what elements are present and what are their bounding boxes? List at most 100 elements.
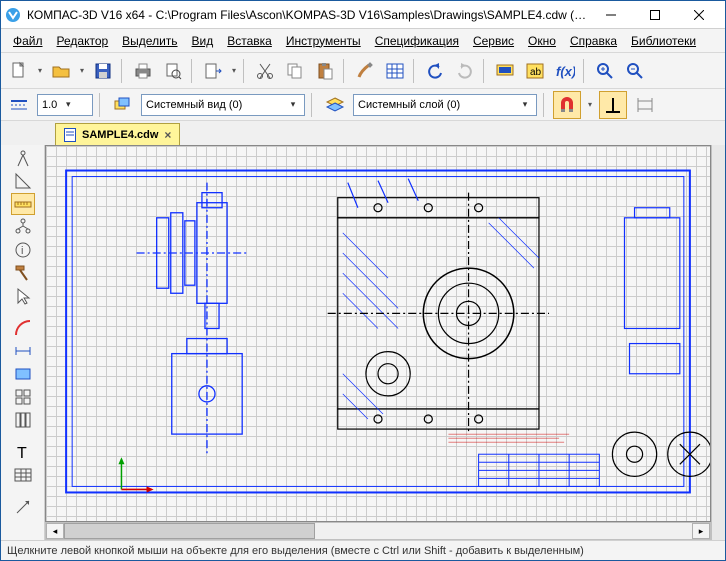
menu-insert[interactable]: Вставка <box>221 32 278 50</box>
tab-close-button[interactable]: × <box>164 128 171 142</box>
close-button[interactable] <box>677 1 721 29</box>
undo-button[interactable] <box>421 57 449 85</box>
app-icon <box>5 7 21 23</box>
tool-dimensions[interactable] <box>11 170 35 192</box>
maximize-icon <box>650 10 660 20</box>
tool-edit[interactable] <box>11 216 35 238</box>
cut-icon <box>255 61 275 81</box>
table-button[interactable] <box>381 57 409 85</box>
menu-file[interactable]: Файл <box>7 32 49 50</box>
zoom-in-button[interactable] <box>591 57 619 85</box>
tool-more[interactable] <box>11 496 35 518</box>
scroll-track[interactable] <box>64 523 692 539</box>
formula-icon: ab <box>525 61 545 81</box>
save-button[interactable] <box>89 57 117 85</box>
tool-annotations[interactable] <box>11 193 35 215</box>
menu-tools[interactable]: Инструменты <box>280 32 367 50</box>
right-scrollbar-area[interactable] <box>711 145 725 540</box>
brush-icon <box>355 61 375 81</box>
view-combo[interactable]: Системный вид (0)▾ <box>141 94 305 116</box>
menu-service[interactable]: Сервис <box>467 32 520 50</box>
triangle-ruler-icon <box>13 171 33 191</box>
tool-report[interactable] <box>11 409 35 431</box>
maximize-button[interactable] <box>633 1 677 29</box>
linewidth-combo[interactable]: 1.0▾ <box>37 94 93 116</box>
layer-manager-button[interactable] <box>321 91 349 119</box>
zoom-out-button[interactable] <box>621 57 649 85</box>
properties-dropdown[interactable]: ▾ <box>229 57 239 85</box>
window-title: КОМПАС-3D V16 x64 - C:\Program Files\Asc… <box>27 8 589 22</box>
tool-spec[interactable] <box>11 386 35 408</box>
toolbar-separator <box>413 59 417 83</box>
tool-text[interactable]: T <box>11 441 35 463</box>
layer-combo[interactable]: Системный слой (0)▾ <box>353 94 537 116</box>
minimize-button[interactable] <box>589 1 633 29</box>
cut-button[interactable] <box>251 57 279 85</box>
menu-editor[interactable]: Редактор <box>51 32 115 50</box>
scroll-right-button[interactable]: ▸ <box>692 523 710 539</box>
arc-icon <box>13 318 33 338</box>
paste-button[interactable] <box>311 57 339 85</box>
left-toolbox: i T <box>1 145 45 540</box>
view-manager-button[interactable] <box>109 91 137 119</box>
drawing-canvas[interactable] <box>45 145 711 522</box>
copy-button[interactable] <box>281 57 309 85</box>
grid-icon <box>13 387 33 407</box>
undo-icon <box>425 61 445 81</box>
snap-magnet-button[interactable] <box>553 91 581 119</box>
menu-window[interactable]: Окно <box>522 32 562 50</box>
menu-libraries[interactable]: Библиотеки <box>625 32 702 50</box>
snap-dropdown[interactable]: ▾ <box>585 91 595 119</box>
toolbar-separator <box>99 93 103 117</box>
menu-view[interactable]: Вид <box>186 32 220 50</box>
zoom-in-icon <box>595 61 615 81</box>
library-button[interactable] <box>491 57 519 85</box>
new-dropdown[interactable]: ▾ <box>35 57 45 85</box>
tool-measure[interactable] <box>11 262 35 284</box>
variables-button[interactable]: ab <box>521 57 549 85</box>
blue-rect-icon <box>13 364 33 384</box>
scroll-left-button[interactable]: ◂ <box>46 523 64 539</box>
tab-label: SAMPLE4.cdw <box>82 129 158 141</box>
tool-geometry[interactable] <box>11 147 35 169</box>
tool-line[interactable] <box>11 340 35 362</box>
canvas-area: ◂ ▸ <box>45 145 711 540</box>
tool-arc[interactable] <box>11 317 35 339</box>
toolbar-separator <box>483 59 487 83</box>
print-preview-button[interactable] <box>159 57 187 85</box>
tab-sample4[interactable]: SAMPLE4.cdw × <box>55 123 180 145</box>
ortho-button[interactable] <box>599 91 627 119</box>
tool-insert-view[interactable] <box>11 363 35 385</box>
zoom-out-icon <box>625 61 645 81</box>
scroll-thumb[interactable] <box>64 523 315 539</box>
menu-highlight[interactable]: Выделить <box>116 32 183 50</box>
tool-table[interactable] <box>11 464 35 486</box>
properties-button[interactable] <box>199 57 227 85</box>
svg-text:T: T <box>17 445 27 462</box>
redo-button[interactable] <box>451 57 479 85</box>
horizontal-scrollbar[interactable]: ◂ ▸ <box>45 522 711 540</box>
tool-select[interactable] <box>11 285 35 307</box>
stacked-rects-icon <box>113 95 133 115</box>
print-button[interactable] <box>129 57 157 85</box>
new-button[interactable] <box>5 57 33 85</box>
view-value: Системный вид (0) <box>146 99 242 111</box>
toolbar-separator <box>583 59 587 83</box>
save-icon <box>93 61 113 81</box>
menu-spec[interactable]: Спецификация <box>369 32 465 50</box>
open-dropdown[interactable]: ▾ <box>77 57 87 85</box>
copy-icon <box>285 61 305 81</box>
linestyle-button[interactable] <box>5 91 33 119</box>
menu-help[interactable]: Справка <box>564 32 623 50</box>
title-bar: КОМПАС-3D V16 x64 - C:\Program Files\Asc… <box>1 1 725 29</box>
grid-button[interactable] <box>631 91 659 119</box>
table-icon <box>385 61 405 81</box>
perpendicular-icon <box>603 95 623 115</box>
fx-button[interactable]: f(x) <box>551 57 579 85</box>
tool-parametric[interactable]: i <box>11 239 35 261</box>
svg-text:i: i <box>21 245 23 257</box>
brush-button[interactable] <box>351 57 379 85</box>
open-button[interactable] <box>47 57 75 85</box>
paste-icon <box>315 61 335 81</box>
svg-text:f(x): f(x) <box>556 64 575 79</box>
